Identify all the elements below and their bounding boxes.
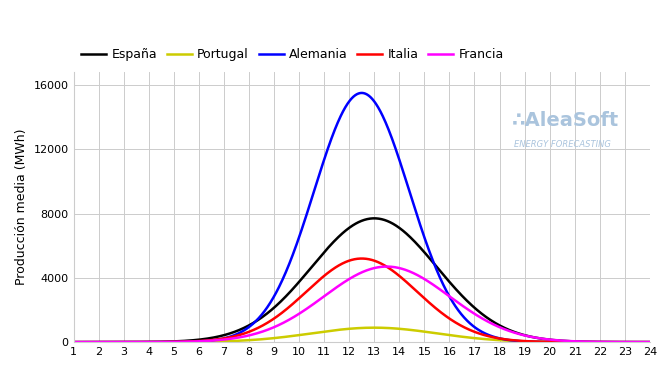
Text: ∴AleaSoft: ∴AleaSoft [511, 111, 619, 130]
Text: ENERGY FORECASTING: ENERGY FORECASTING [515, 141, 612, 150]
Y-axis label: Producción media (MWh): Producción media (MWh) [15, 129, 28, 285]
Legend: España, Portugal, Alemania, Italia, Francia: España, Portugal, Alemania, Italia, Fran… [77, 43, 509, 66]
